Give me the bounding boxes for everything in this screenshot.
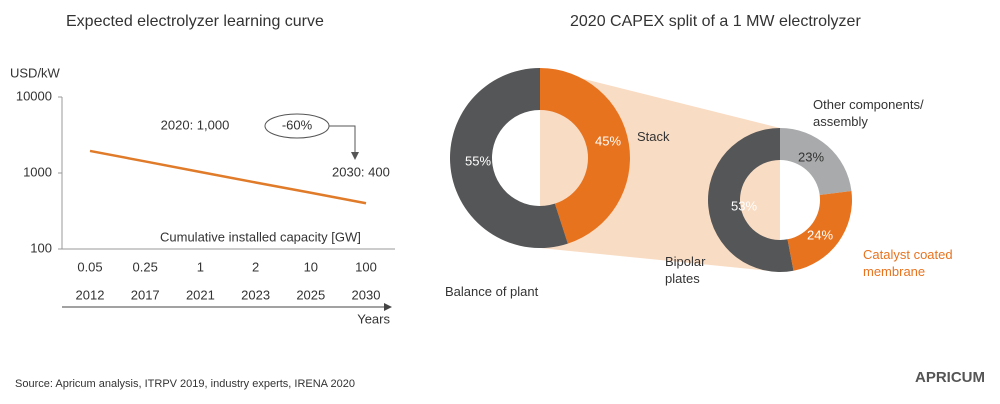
y-tick-label: 100	[30, 240, 52, 255]
year-label: 2030	[352, 287, 381, 302]
donut-segment	[450, 68, 568, 248]
value-label: 24%	[807, 227, 833, 242]
year-label: 2023	[241, 287, 270, 302]
x-tick-label: 100	[355, 259, 377, 274]
year-label: 2021	[186, 287, 215, 302]
y-tick-label: 1000	[23, 164, 52, 179]
x-axis-label: Cumulative installed capacity [GW]	[160, 229, 361, 244]
category-label: Balance of plant	[445, 284, 539, 299]
x-tick-label: 0.25	[133, 259, 158, 274]
y-tick-label: 10000	[16, 88, 52, 103]
source: Source: Apricum analysis, ITRPV 2019, in…	[15, 378, 355, 390]
logo: APRICUM	[915, 369, 985, 386]
x-tick-label: 0.05	[77, 259, 102, 274]
arrow-head	[384, 303, 392, 311]
x-tick-label: 1	[197, 259, 204, 274]
x-tick-label: 10	[304, 259, 318, 274]
value-label: 55%	[465, 153, 491, 168]
annotation: -60%	[282, 117, 313, 132]
x2-axis-label: Years	[357, 311, 390, 326]
year-label: 2017	[131, 287, 160, 302]
category-label: Bipolar plates	[665, 254, 706, 286]
chart-title: Expected electrolyzer learning curve	[66, 13, 324, 30]
line	[89, 149, 367, 205]
x-tick-label: 2	[252, 259, 259, 274]
value-label: 45%	[595, 133, 621, 148]
annotation-arrow	[329, 125, 356, 155]
donut-segment	[787, 190, 852, 271]
donut-segment	[780, 128, 852, 195]
donut-segment	[540, 68, 630, 244]
annotation: 2030: 400	[332, 164, 390, 179]
year-label: 2025	[296, 287, 325, 302]
category-label: Stack	[637, 129, 670, 144]
year-label: 2012	[76, 287, 105, 302]
annotation: 2020: 1,000	[161, 117, 230, 132]
category-label: Catalyst coated membrane	[863, 247, 953, 279]
arrow-head	[351, 152, 359, 160]
chart-title: 2020 CAPEX split of a 1 MW electrolyzer	[570, 13, 861, 30]
value-label: 23%	[798, 149, 824, 164]
value-label: 53%	[731, 198, 757, 213]
category-label: Other components/ assembly	[813, 97, 924, 129]
y-axis-label: USD/kW	[10, 65, 61, 80]
donut-segment	[707, 128, 794, 272]
